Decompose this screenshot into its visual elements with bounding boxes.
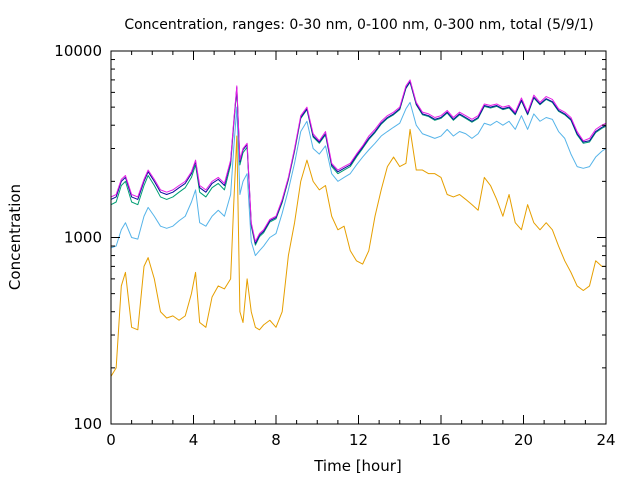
x-tick-label: 20 xyxy=(514,431,533,449)
series-line-1 xyxy=(110,79,607,243)
x-tick-label: 24 xyxy=(596,431,615,449)
series-line-5 xyxy=(110,128,606,377)
chart-title: Concentration, ranges: 0-30 nm, 0-100 nm… xyxy=(124,17,593,33)
series-line-3 xyxy=(110,81,607,246)
y-tick-label: 100 xyxy=(73,415,102,433)
x-tick-label: 16 xyxy=(431,431,450,449)
plot-frame xyxy=(110,50,607,425)
y-tick-label: 1000 xyxy=(64,229,102,247)
series-line-2 xyxy=(110,81,607,244)
x-tick-label: 8 xyxy=(271,431,281,449)
x-tick-label: 4 xyxy=(189,431,199,449)
series-layer xyxy=(110,79,607,377)
tick-layer: 0 4 8 12 16 20 24 100 1000 10000 xyxy=(54,42,615,449)
x-tick-label: 0 xyxy=(106,431,116,449)
y-tick-label: 10000 xyxy=(54,42,102,60)
x-tick-label: 12 xyxy=(349,431,368,449)
y-axis-label: Concentration xyxy=(6,184,24,290)
x-axis-label: Time [hour] xyxy=(313,457,402,475)
series-line-4 xyxy=(110,101,607,257)
